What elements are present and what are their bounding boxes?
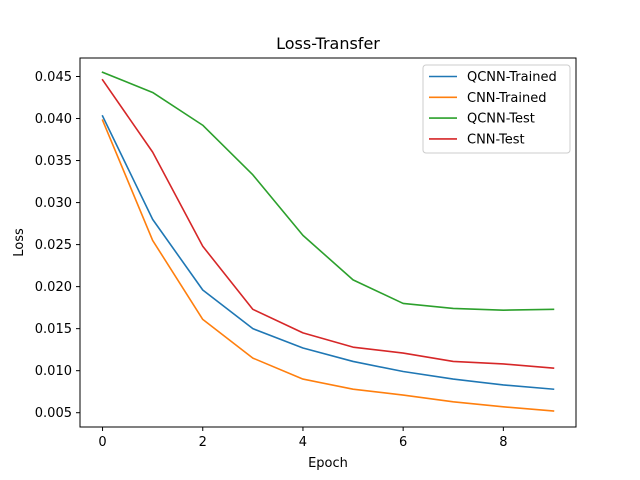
y-tick-label: 0.005 [35, 406, 72, 421]
plot-frame [79, 57, 577, 428]
chart-title: Loss-Transfer [276, 34, 380, 53]
x-axis-label: Epoch [308, 456, 348, 471]
x-tick-label: 0 [98, 435, 106, 450]
y-tick-label: 0.035 [35, 154, 72, 169]
x-tick-label: 4 [299, 435, 307, 450]
series-line-2 [101, 71, 555, 311]
y-tick-label: 0.015 [35, 322, 72, 337]
y-tick-label: 0.025 [35, 238, 72, 253]
y-axis-ticks: 0.005 0.010 0.015 0.020 0.025 0.030 0.035 0.040… [35, 70, 80, 421]
y-tick-label: 0.010 [35, 364, 72, 379]
series-line-0 [101, 114, 555, 391]
legend-label-0: QCNN-Trained [467, 70, 557, 85]
x-tick-label: 2 [199, 435, 207, 450]
x-tick-label: 6 [399, 435, 407, 450]
legend-frame [422, 64, 571, 154]
y-axis-label: Loss [12, 228, 27, 257]
y-tick-label: 0.030 [35, 196, 72, 211]
y-tick-label: 0.045 [35, 70, 72, 85]
x-tick-label: 8 [499, 435, 507, 450]
legend-label-2: QCNN-Test [467, 112, 535, 127]
series-line-1 [101, 119, 555, 412]
x-axis-ticks: 0 2 4 6 8 [98, 427, 507, 450]
y-tick-label: 0.040 [35, 112, 72, 127]
y-tick-label: 0.020 [35, 280, 72, 295]
legend-label-3: CNN-Test [467, 132, 525, 147]
legend-label-1: CNN-Trained [467, 91, 546, 106]
plot-lines [101, 71, 555, 412]
legend: QCNN-Trained CNN-Trained QCNN-Test CNN-Test [422, 64, 571, 154]
series-line-3 [101, 78, 555, 370]
